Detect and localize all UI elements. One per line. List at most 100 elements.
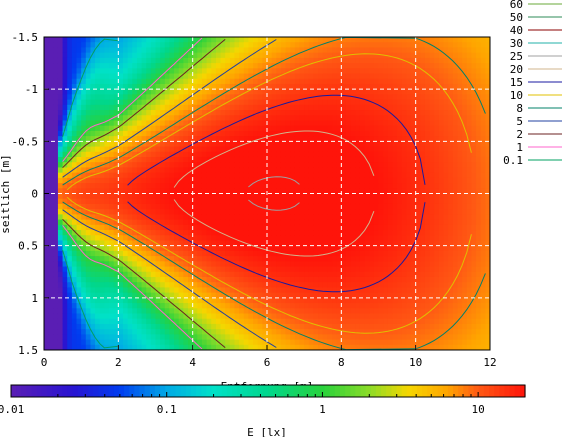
heatmap-cell xyxy=(313,141,319,148)
heatmap-cell xyxy=(248,250,254,257)
heatmap-cell xyxy=(401,193,407,200)
heatmap-cell xyxy=(253,110,259,116)
heatmap-cell xyxy=(383,115,389,122)
heatmap-cell xyxy=(299,219,305,226)
heatmap-cell xyxy=(99,334,105,341)
heatmap-cell xyxy=(401,37,407,43)
heatmap-cell xyxy=(211,110,217,116)
heatmap-cell xyxy=(44,115,50,122)
heatmap-cell xyxy=(327,89,333,95)
heatmap-cell xyxy=(397,230,403,236)
heatmap-cell xyxy=(415,292,421,299)
heatmap-cell xyxy=(345,89,352,95)
heatmap-cell xyxy=(411,271,417,278)
heatmap-cell xyxy=(280,110,287,116)
heatmap-cell xyxy=(53,125,59,132)
heatmap-cell xyxy=(383,256,389,262)
heatmap-cell xyxy=(188,250,194,257)
heatmap-cell xyxy=(99,167,105,174)
heatmap-cell xyxy=(160,94,166,101)
heatmap-cell xyxy=(308,146,315,153)
heatmap-cell xyxy=(383,224,389,231)
heatmap-cell xyxy=(229,308,236,315)
heatmap-cell xyxy=(113,141,119,148)
heatmap-cell xyxy=(308,183,315,189)
heatmap-cell xyxy=(160,73,166,80)
heatmap-cell xyxy=(271,303,277,309)
heatmap-cell xyxy=(280,125,287,132)
heatmap-cell xyxy=(290,130,296,137)
heatmap-cell xyxy=(313,219,319,226)
heatmap-cell xyxy=(155,162,161,169)
heatmap-cell xyxy=(308,323,315,330)
heatmap-cell xyxy=(178,303,184,309)
heatmap-cell xyxy=(424,271,431,278)
heatmap-cell xyxy=(397,209,403,215)
heatmap-cell xyxy=(318,230,324,236)
heatmap-cell xyxy=(304,156,310,163)
heatmap-cell xyxy=(155,276,161,283)
heatmap-cell xyxy=(220,130,226,137)
heatmap-cell xyxy=(220,323,226,330)
heatmap-cell xyxy=(327,313,333,320)
heatmap-cell xyxy=(304,266,310,273)
heatmap-cell xyxy=(183,47,189,54)
heatmap-cell xyxy=(122,52,129,59)
heatmap-cell xyxy=(308,136,315,142)
heatmap-cell xyxy=(397,250,403,257)
heatmap-cell xyxy=(211,329,217,335)
heatmap-cell xyxy=(294,162,301,169)
heatmap-cell xyxy=(257,303,263,309)
heatmap-cell xyxy=(397,303,403,309)
heatmap-cell xyxy=(248,110,254,116)
heatmap-cell xyxy=(104,276,110,283)
heatmap-cell xyxy=(290,224,296,231)
heatmap-cell xyxy=(90,297,96,304)
heatmap-cell xyxy=(271,115,277,122)
heatmap-cell xyxy=(225,329,231,335)
heatmap-cell xyxy=(304,344,310,350)
heatmap-cell xyxy=(308,177,315,184)
heatmap-cell xyxy=(188,52,194,59)
heatmap-cell xyxy=(164,261,171,268)
heatmap-cell xyxy=(262,250,268,257)
heatmap-cell xyxy=(192,136,198,142)
heatmap-cell xyxy=(127,177,133,184)
heatmap-cell xyxy=(62,276,68,283)
heatmap-cell xyxy=(85,329,92,335)
heatmap-cell xyxy=(415,224,421,231)
heatmap-cell xyxy=(67,266,73,273)
heatmap-cell xyxy=(294,125,301,132)
heatmap-cell xyxy=(327,156,333,163)
heatmap-cell xyxy=(341,266,347,273)
heatmap-cell xyxy=(332,329,338,335)
heatmap-cell xyxy=(294,344,301,350)
heatmap-cell xyxy=(48,162,54,169)
heatmap-cell xyxy=(178,42,184,49)
heatmap-cell xyxy=(113,83,119,90)
heatmap-cell xyxy=(304,271,310,278)
heatmap-cell xyxy=(136,73,143,80)
heatmap-cell xyxy=(95,115,101,122)
heatmap-cell xyxy=(215,172,222,179)
heatmap-cell xyxy=(327,308,333,315)
heatmap-cell xyxy=(150,141,157,148)
heatmap-cell xyxy=(378,292,384,299)
heatmap-cell xyxy=(155,104,161,111)
heatmap-cell xyxy=(169,172,175,179)
heatmap-cell xyxy=(127,110,133,116)
heatmap-cell xyxy=(132,287,138,294)
heatmap-cell xyxy=(336,125,342,132)
heatmap-cell xyxy=(308,250,315,257)
heatmap-cell xyxy=(248,146,254,153)
heatmap-cell xyxy=(178,183,184,189)
heatmap-cell xyxy=(336,193,342,200)
heatmap-cell xyxy=(373,37,380,43)
heatmap-cell xyxy=(118,47,124,54)
heatmap-cell xyxy=(253,68,259,75)
heatmap-cell xyxy=(397,313,403,320)
heatmap-cell xyxy=(188,214,194,221)
heatmap-cell xyxy=(150,57,157,64)
heatmap-cell xyxy=(308,115,315,122)
heatmap-cell xyxy=(174,219,180,226)
